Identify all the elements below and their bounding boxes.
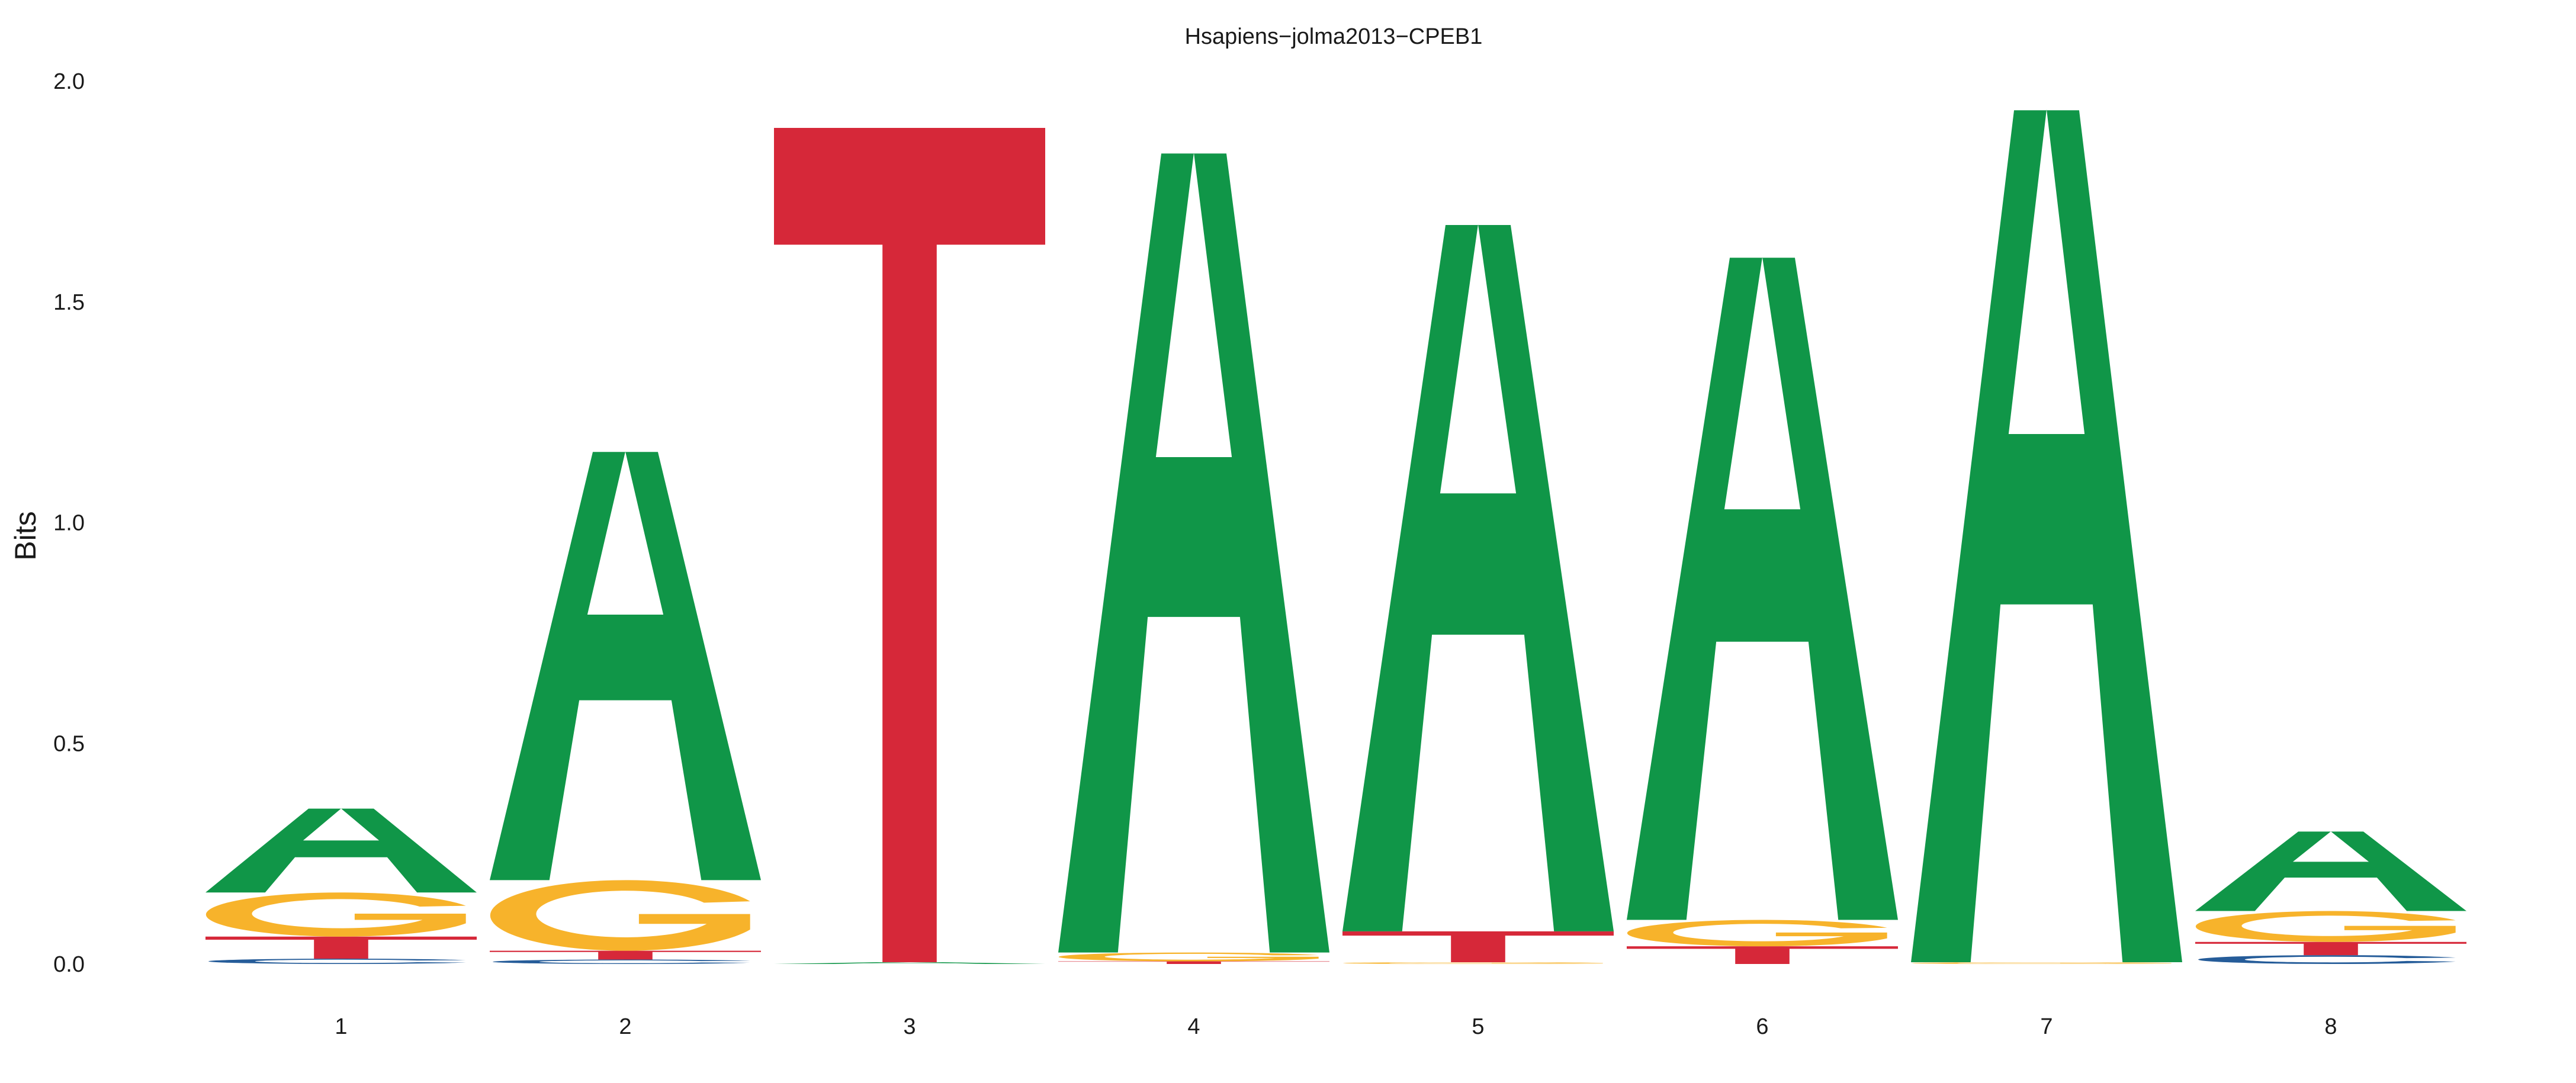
x-tick-label: 4	[1187, 1014, 1200, 1039]
x-tick-label: 2	[619, 1014, 631, 1039]
logo-letter-G	[490, 880, 750, 951]
chart-title: Hsapiens−jolma2013−CPEB1	[1185, 24, 1483, 49]
x-tick-label: 3	[903, 1014, 916, 1039]
logo-letter-A	[205, 808, 477, 893]
logo-letter-A	[1342, 224, 1614, 931]
logo-letter-G	[205, 892, 466, 937]
x-tick-label: 8	[2324, 1014, 2337, 1039]
x-tick-label: 6	[1756, 1014, 1768, 1039]
logo-letter-T	[1627, 946, 1898, 964]
y-tick-label: 1.5	[53, 290, 85, 315]
letter-stack-5	[1342, 224, 1614, 964]
logo-letter-A	[1058, 152, 1329, 953]
x-tick-label: 7	[2040, 1014, 2053, 1039]
letter-stack-7	[1911, 109, 2182, 964]
y-tick-label: 0.0	[53, 952, 85, 977]
letter-stacks	[205, 109, 2466, 964]
logo-letter-G	[1342, 962, 1603, 964]
logo-letter-A	[2195, 831, 2466, 911]
logo-letter-T	[1342, 931, 1614, 963]
logo-letter-A	[1627, 257, 1898, 920]
letter-stack-8	[2195, 831, 2466, 964]
y-tick-label: 0.5	[53, 731, 85, 756]
logo-letter-C	[2198, 955, 2456, 964]
y-tick-label: 2.0	[53, 69, 85, 94]
logo-letter-C	[493, 959, 750, 964]
letter-stack-6	[1627, 257, 1898, 964]
logo-letter-A	[490, 451, 761, 880]
x-axis-ticks: 1 2 3 4 5 6 7 8	[335, 1014, 2337, 1039]
logo-letter-G	[2195, 911, 2456, 942]
logo-letter-T	[205, 936, 477, 959]
letter-stack-1	[205, 808, 477, 964]
logo-letter-C	[208, 959, 466, 964]
logo-letter-A	[1911, 109, 2182, 963]
logo-letter-G	[1627, 920, 1887, 947]
y-axis-ticks: 0.0 0.5 1.0 1.5 2.0	[53, 69, 85, 977]
y-axis-label: Bits	[9, 511, 42, 560]
logo-letter-G	[1058, 952, 1319, 962]
y-tick-label: 1.0	[53, 511, 85, 536]
logo-letter-T	[774, 128, 1045, 963]
letter-stack-3	[774, 128, 1045, 964]
logo-letter-T	[1058, 961, 1329, 964]
x-tick-label: 5	[1472, 1014, 1484, 1039]
x-tick-label: 1	[335, 1014, 347, 1039]
logo-letter-T	[2195, 941, 2466, 956]
letter-stack-4	[1058, 152, 1329, 964]
logo-letter-G	[1911, 962, 2172, 964]
logo-letter-A	[774, 962, 1045, 964]
letter-stack-2	[490, 451, 761, 964]
logo-letter-T	[490, 950, 761, 960]
